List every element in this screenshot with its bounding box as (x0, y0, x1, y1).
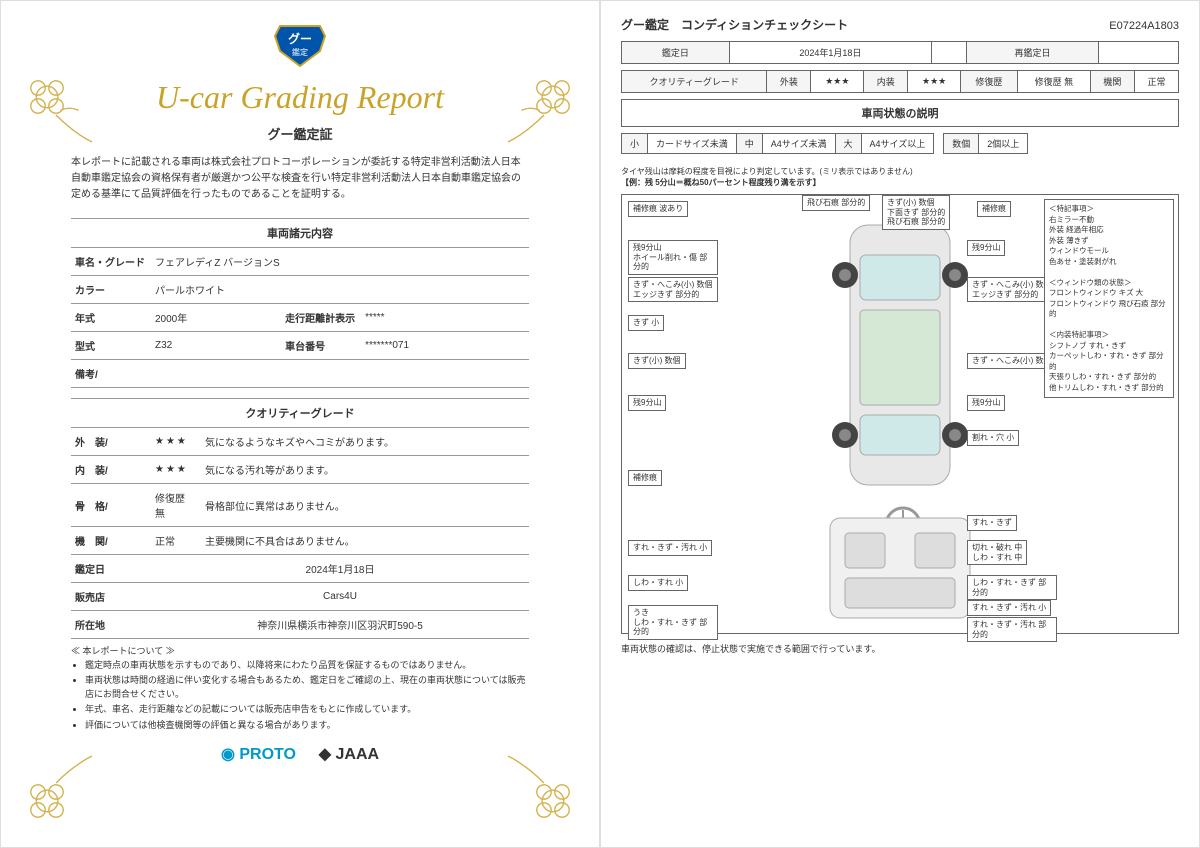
int-value: ★★★ (908, 71, 961, 93)
chassis-label: 車台番号 (281, 332, 361, 360)
ann-f4: すれ・きず・汚れ 部分的 (967, 617, 1057, 642)
ext-label: 外装 (767, 71, 811, 93)
report-title: U-car Grading Report (31, 79, 569, 116)
date-value: 2024年1月18日 (729, 42, 931, 64)
eng-value: 正常 (1134, 71, 1178, 93)
spec-table: 車名・グレードフェアレディZ バージョンS カラーパールホワイト 年式2000年… (71, 248, 529, 388)
ann-c4: 残9分山 (967, 395, 1005, 411)
year-label: 年式 (71, 304, 151, 332)
condition-heading: 車両状態の説明 (621, 99, 1179, 127)
sheet-id: E07224A1803 (1109, 20, 1179, 32)
ann-e2: しわ・すれ 小 (628, 575, 688, 591)
ann-b3: 補修痕 (977, 201, 1011, 217)
year-value: 2000年 (151, 304, 281, 332)
redate-label: 再鑑定日 (966, 42, 1098, 64)
hist-label: 修復歴 (961, 71, 1018, 93)
ann-c1: 残9分山 (967, 240, 1005, 256)
sheet-title: グー鑑定 コンディションチェックシート (621, 16, 848, 33)
color-label: カラー (71, 276, 151, 304)
grade-table: 外 装/★★★気になるようなキズやヘコミがあります。 内 装/★★★気になる汚れ… (71, 428, 529, 639)
eng-label: 機関 (1090, 71, 1134, 93)
date-table: 鑑定日2024年1月18日 再鑑定日 (621, 41, 1179, 64)
int-stars: ★★★ (151, 456, 201, 484)
proto-logo: ◉ PROTO (221, 744, 296, 764)
shop-value: Cars4U (151, 583, 529, 611)
ext-value: ★★★ (811, 71, 864, 93)
date-label: 鑑定日 (622, 42, 730, 64)
logos: ◉ PROTO ◆ JAAA (31, 744, 569, 764)
ann-a3: きず・へこみ(小) 数個 エッジきず 部分的 (628, 277, 718, 302)
note-item: 評価については他検査機関等の評価と異なる場合があります。 (85, 719, 529, 733)
frame-comment: 骨格部位に異常はありません。 (201, 484, 529, 527)
model-label: 型式 (71, 332, 151, 360)
grading-report-panel: グー鑑定 U-car Grading Report グー鑑定証 本レポートに記載… (0, 0, 600, 848)
eng-label: 機 関/ (71, 527, 151, 555)
ann-a1: 補修痕 波あり (628, 201, 688, 217)
ann-c5: 割れ・穴 小 (967, 430, 1019, 446)
int-label: 内装 (864, 71, 908, 93)
chassis-value: *******071 (361, 332, 529, 360)
special-notes: ＜特記事項＞ 右ミラー不動 外装 経過年相応 外装 薄きず ウィンドウモール 色… (1044, 199, 1174, 398)
intro-text: 本レポートに記載される車両は株式会社プロトコーポレーションが委託する特定非営利活… (31, 155, 569, 203)
qg-label: クオリティーグレード (622, 71, 767, 93)
frame-value: 修復歴 無 (151, 484, 201, 527)
notes-heading: ≪ 本レポートについて ≫ (71, 645, 529, 659)
ann-e3: うき しわ・すれ・きず 部分的 (628, 605, 718, 640)
size-legend: 小カードサイズ未満 中A4サイズ未満 大A4サイズ以上 (621, 133, 933, 154)
ann-f3: すれ・きず・汚れ 小 (967, 600, 1051, 616)
note-item: 年式、車名、走行距離などの記載については販売店申告をもとに作成しています。 (85, 703, 529, 717)
redate-value (1099, 42, 1179, 64)
ann-d1: すれ・きず (967, 515, 1017, 531)
grade-heading: クオリティーグレード (71, 398, 529, 428)
odo-value: ***** (361, 304, 529, 332)
jaaa-logo: ◆ JAAA (319, 744, 379, 764)
ann-f2: しわ・すれ・きず 部分的 (967, 575, 1057, 600)
int-comment: 気になる汚れ等があります。 (201, 456, 529, 484)
eng-comment: 主要機関に不具合はありません。 (201, 527, 529, 555)
svg-text:グー: グー (288, 31, 312, 46)
footer-note: 車両状態の確認は、停止状態で実施できる範囲で行っています。 (621, 642, 1179, 655)
ext-comment: 気になるようなキズやヘコミがあります。 (201, 428, 529, 456)
date-label: 鑑定日 (71, 555, 151, 583)
svg-text:鑑定: 鑑定 (292, 47, 308, 57)
count-legend: 数個2個以上 (943, 133, 1027, 154)
remark-label: 備考/ (71, 360, 151, 388)
ann-b2: きず(小) 数個 下面きず 部分的 飛び石痕 部分的 (882, 195, 950, 230)
tire-note: タイヤ残山は摩耗の程度を目視により判定しています。(ミリ表示ではありません) 【… (621, 166, 1179, 188)
ann-a4: きず 小 (628, 315, 664, 331)
car-diagram-area: 補修痕 波あり 残9分山 ホイール削れ・傷 部分的 きず・へこみ(小) 数個 エ… (621, 194, 1179, 634)
ann-a2: 残9分山 ホイール削れ・傷 部分的 (628, 240, 718, 275)
shop-label: 販売店 (71, 583, 151, 611)
date-value: 2024年1月18日 (151, 555, 529, 583)
ann-e1: すれ・きず・汚れ 小 (628, 540, 712, 556)
ext-label: 外 装/ (71, 428, 151, 456)
hist-value: 修復歴 無 (1017, 71, 1090, 93)
ann-a6: 残9分山 (628, 395, 666, 411)
ann-b1: 飛び石痕 部分的 (802, 195, 870, 211)
color-value: パールホワイト (151, 276, 529, 304)
ann-a7: 補修痕 (628, 470, 662, 486)
report-subtitle: グー鑑定証 (31, 124, 569, 143)
ann-a5: きず(小) 数個 (628, 353, 686, 369)
name-label: 車名・グレード (71, 248, 151, 276)
car-top-view (830, 215, 970, 495)
quality-table: クオリティーグレード 外装★★★ 内装★★★ 修復歴修復歴 無 機関正常 (621, 70, 1179, 93)
frame-label: 骨 格/ (71, 484, 151, 527)
addr-label: 所在地 (71, 611, 151, 639)
model-value: Z32 (151, 332, 281, 360)
report-notes: ≪ 本レポートについて ≫ 鑑定時点の車両状態を示すものであり、以降将来にわたり… (31, 639, 569, 732)
int-label: 内 装/ (71, 456, 151, 484)
ann-f1: 切れ・破れ 中 しわ・すれ 中 (967, 540, 1027, 565)
ext-stars: ★★★ (151, 428, 201, 456)
goo-badge: グー鑑定 (31, 21, 569, 74)
eng-value: 正常 (151, 527, 201, 555)
car-interior-view (825, 513, 975, 623)
odo-label: 走行距離計表示 (281, 304, 361, 332)
name-value: フェアレディZ バージョンS (151, 248, 529, 276)
note-item: 鑑定時点の車両状態を示すものであり、以降将来にわたり品質を保証するものではありま… (85, 659, 529, 673)
note-item: 車両状態は時間の経過に伴い変化する場合もあるため、鑑定日をご確認の上、現在の車両… (85, 674, 529, 701)
addr-value: 神奈川県横浜市神奈川区羽沢町590-5 (151, 611, 529, 639)
condition-sheet-panel: グー鑑定 コンディションチェックシート E07224A1803 鑑定日2024年… (600, 0, 1200, 848)
spec-heading: 車両諸元内容 (71, 218, 529, 248)
